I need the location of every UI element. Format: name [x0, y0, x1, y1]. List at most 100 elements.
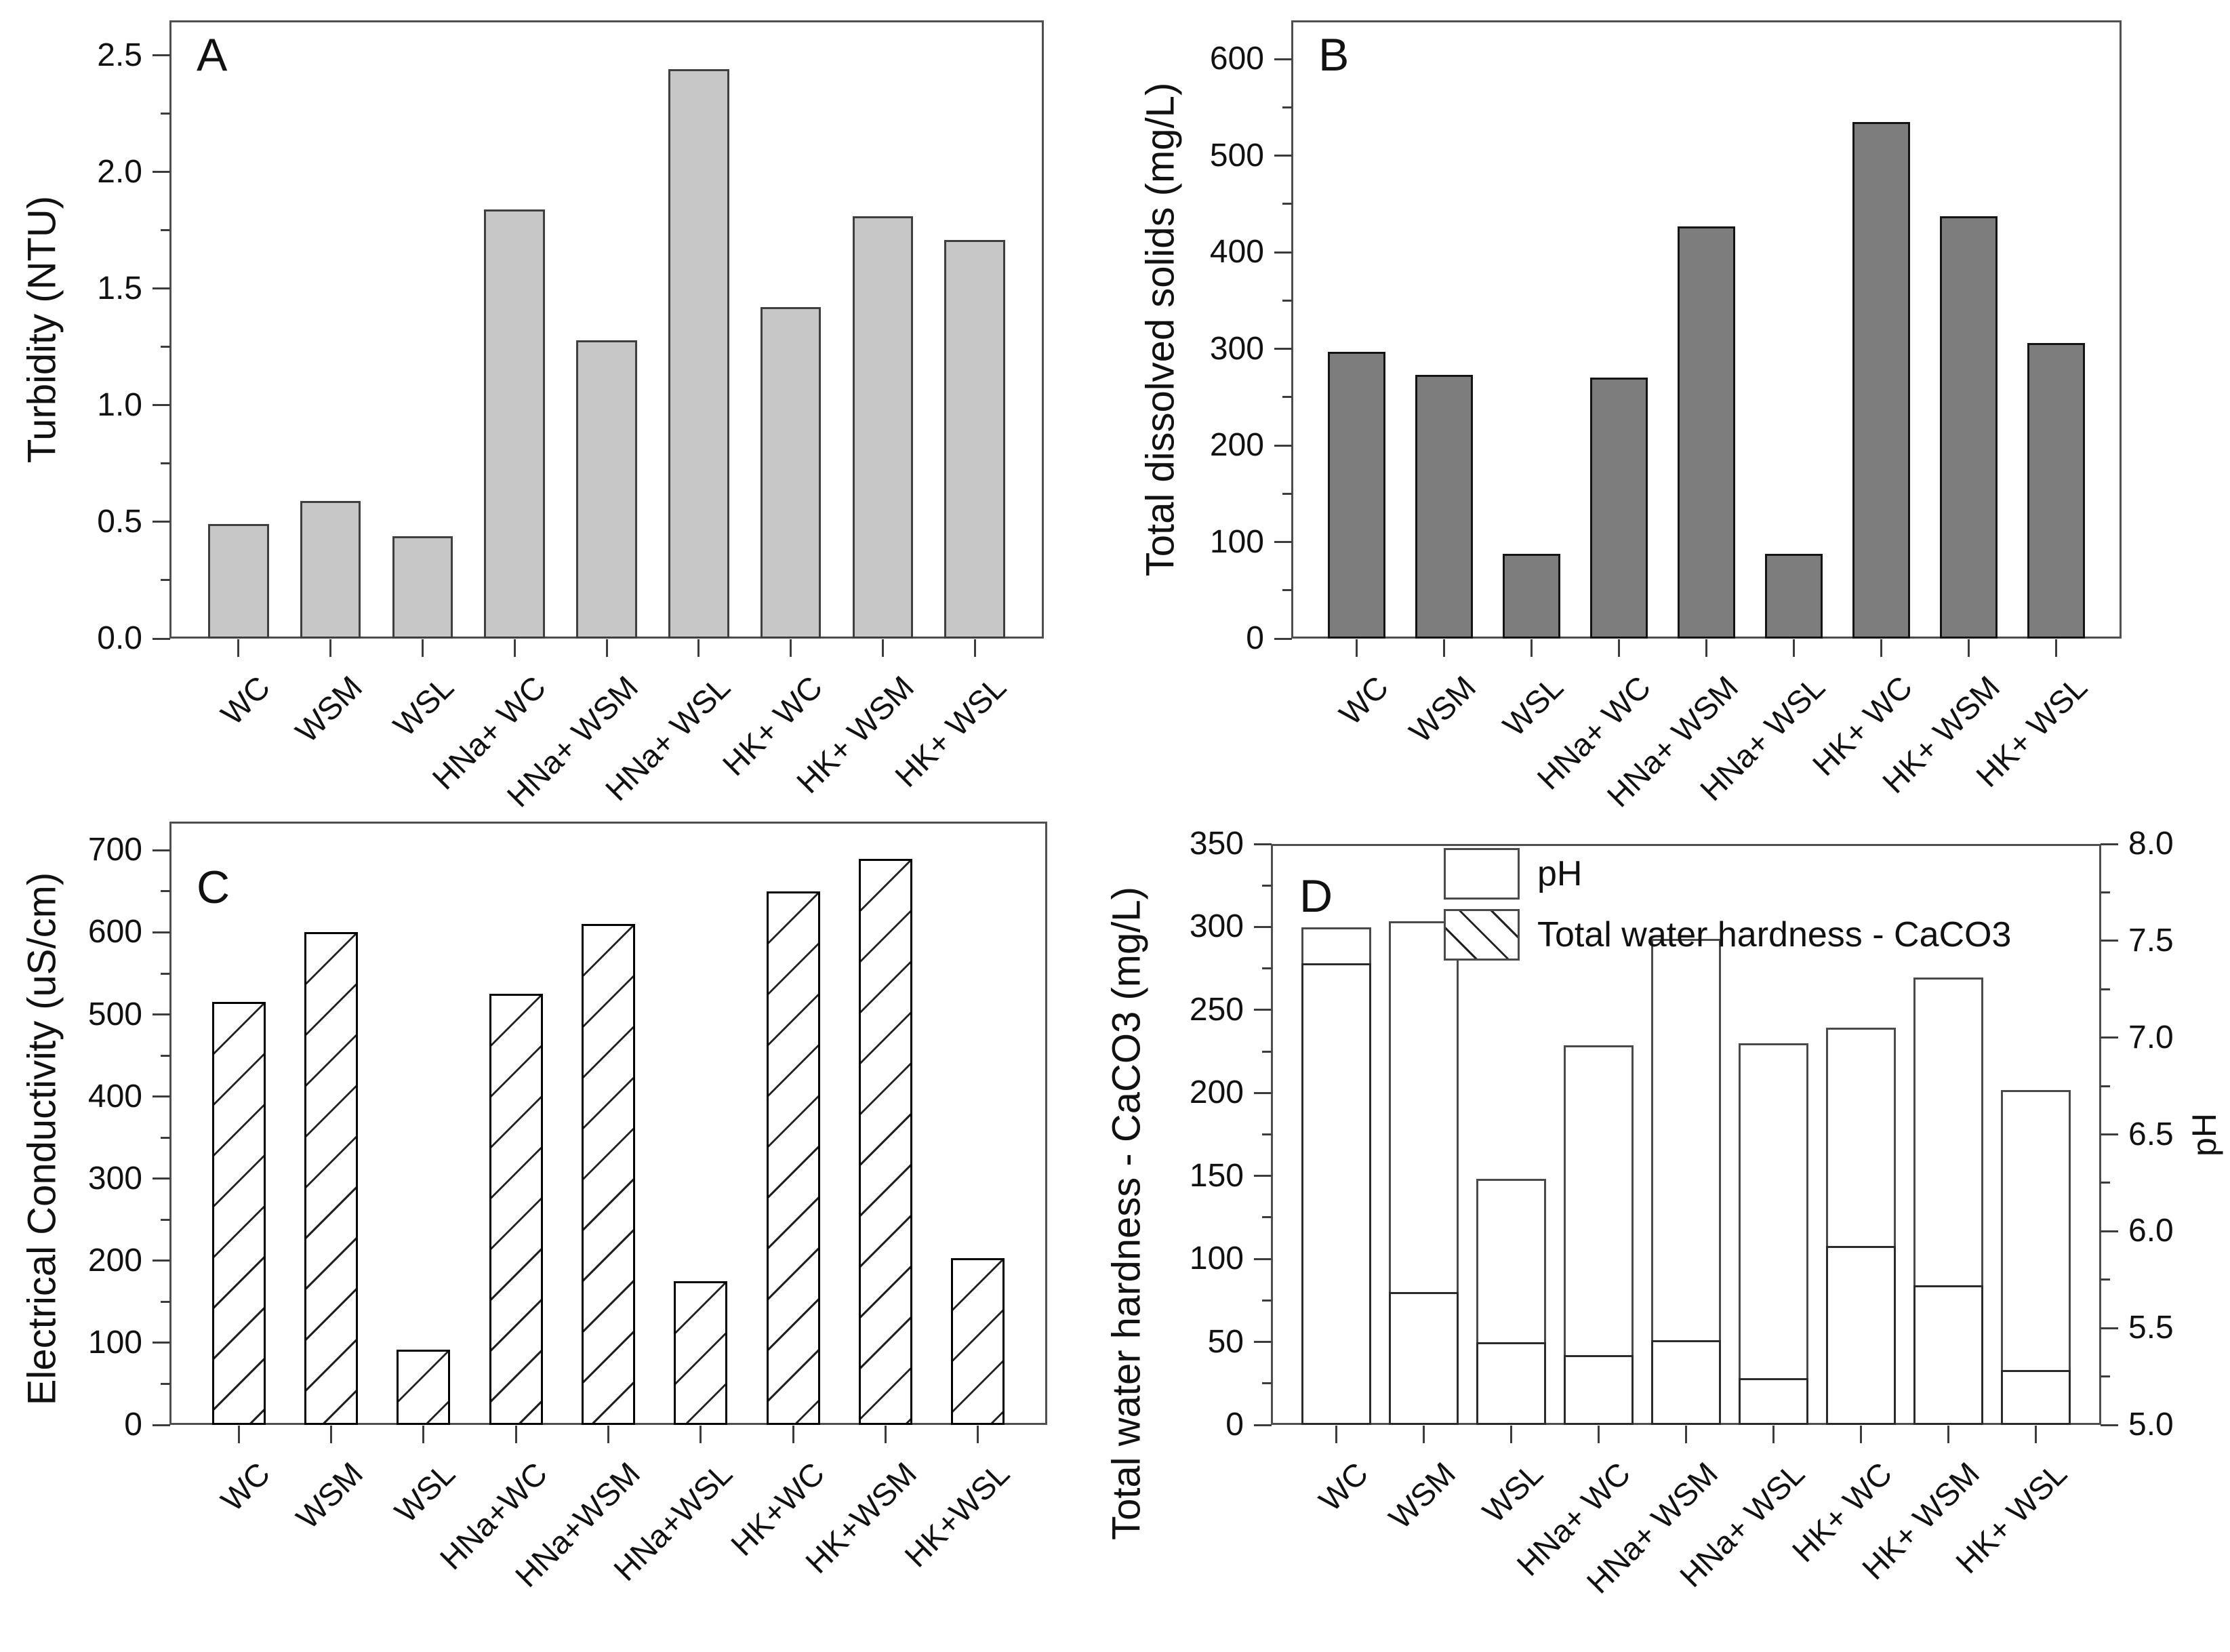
y-major-tick — [153, 931, 170, 933]
y-minor-tick — [1262, 1133, 1272, 1135]
right-y-major-tick — [2101, 1424, 2118, 1426]
y-axis-tick-label: 150 — [1189, 1157, 1244, 1194]
x-tick — [1880, 639, 1882, 657]
bar-C-HNa-WSL — [674, 1281, 728, 1425]
x-axis-tick-label: WSM — [1381, 1455, 1462, 1536]
y-axis-title-D: Total water hardness - CaCO3 (mg/L) — [1104, 887, 1149, 1540]
y-axis-tick-label: 200 — [1189, 1074, 1244, 1111]
y-axis-tick-label: 0 — [1225, 1407, 1244, 1443]
panel-letter-A: A — [197, 29, 228, 81]
y-major-tick — [1274, 637, 1292, 640]
y-axis-tick-label: 600 — [87, 914, 142, 950]
x-tick — [605, 639, 608, 657]
bar-D-s1-HK-WSM — [1913, 1285, 1983, 1425]
legend-entry-hardness: Total water hardness - CaCO3 — [1444, 909, 2011, 961]
legend-entry-ph: pH — [1444, 848, 2011, 900]
y-minor-tick — [161, 579, 170, 582]
y-axis-title-A: Turbidity (NTU) — [20, 195, 64, 464]
bar-D-s1-WC — [1301, 963, 1372, 1425]
bar-B-WSL — [1503, 553, 1561, 639]
right-axis-tick-label: 8.0 — [2128, 826, 2174, 862]
y-axis-title-B: Total dissolved solids (mg/L) — [1138, 82, 1183, 577]
y-axis-tick-label: 400 — [1209, 234, 1264, 270]
legend: pH Total water hardness - CaCO3 — [1444, 848, 2011, 970]
right-axis-tick-label: 5.5 — [2128, 1310, 2174, 1346]
y-minor-tick — [1262, 884, 1272, 887]
x-tick — [1598, 1426, 1600, 1443]
y-major-tick — [1254, 1091, 1272, 1094]
y-minor-tick — [1282, 492, 1292, 495]
y-major-tick — [153, 849, 170, 851]
bar-C-HK-WC — [766, 891, 820, 1425]
bar-C-WSL — [397, 1349, 451, 1425]
plot-area-B — [1274, 20, 2122, 657]
bar-B-WC — [1328, 351, 1386, 639]
y-minor-tick — [161, 1054, 170, 1057]
x-tick — [977, 1426, 979, 1443]
y-major-tick — [153, 1342, 170, 1344]
y-major-tick — [1254, 1257, 1272, 1260]
bar-C-HK-WSL — [951, 1258, 1005, 1425]
bar-D-HK-WSL — [2000, 1089, 2071, 1425]
y-major-tick — [153, 1424, 170, 1426]
bar-A-HNa-WSL — [668, 69, 729, 639]
x-tick — [421, 639, 424, 657]
x-tick — [790, 639, 792, 657]
y-minor-tick — [161, 1218, 170, 1221]
x-tick — [1705, 639, 1707, 657]
right-y-minor-tick — [2101, 988, 2110, 990]
y-major-tick — [153, 521, 170, 523]
right-y-major-tick — [2101, 940, 2118, 942]
bar-A-HK-WC — [760, 307, 822, 639]
y-axis-tick-label: 2.5 — [97, 37, 142, 73]
y-minor-tick — [1262, 1382, 1272, 1385]
y-axis-tick-label: 500 — [1209, 137, 1264, 174]
x-tick — [2034, 1426, 2037, 1443]
y-axis-tick-label: 250 — [1189, 991, 1244, 1028]
bar-D-s1-WSM — [1389, 1292, 1459, 1425]
panel-letter-B: B — [1318, 29, 1350, 81]
y-minor-tick — [161, 1382, 170, 1385]
panel-letter-C: C — [197, 862, 230, 913]
right-y-major-tick — [2101, 1230, 2118, 1232]
right-axis-tick-label: 7.0 — [2128, 1019, 2174, 1055]
x-axis-tick-label: WSM — [288, 668, 369, 750]
y-minor-tick — [1262, 1299, 1272, 1302]
y-major-tick — [153, 1095, 170, 1098]
x-tick — [1772, 1426, 1775, 1443]
right-y-minor-tick — [2101, 891, 2110, 893]
x-tick — [514, 1426, 517, 1443]
right-y-major-tick — [2101, 843, 2118, 845]
legend-swatch-hardness — [1444, 909, 1520, 961]
y-minor-tick — [1282, 203, 1292, 205]
x-tick — [237, 639, 240, 657]
y-minor-tick — [1282, 299, 1292, 302]
x-tick — [1530, 639, 1533, 657]
panel-letter-D: D — [1299, 870, 1333, 922]
x-tick — [973, 639, 976, 657]
bar-D-s1-HK-WC — [1825, 1245, 1896, 1425]
x-axis-tick-label: WC — [1312, 1455, 1375, 1518]
y-major-tick — [153, 1013, 170, 1016]
x-tick — [2054, 639, 2057, 657]
y-axis-tick-label: 0.0 — [97, 620, 142, 656]
y-minor-tick — [161, 346, 170, 348]
right-y-major-tick — [2101, 1133, 2118, 1135]
right-y-minor-tick — [2101, 1085, 2110, 1087]
bar-D-HNa-WSL — [1738, 1043, 1809, 1425]
y-axis-tick-label: 400 — [87, 1078, 142, 1114]
y-minor-tick — [161, 1136, 170, 1139]
y-axis-tick-label: 600 — [1209, 41, 1264, 77]
right-y-minor-tick — [2101, 1375, 2110, 1378]
y-axis-tick-label: 100 — [87, 1324, 142, 1361]
right-axis-tick-label: 7.5 — [2128, 922, 2174, 959]
bar-A-HK-WSL — [944, 239, 1005, 639]
y-major-tick — [1274, 541, 1292, 543]
y-major-tick — [1274, 155, 1292, 157]
y-minor-tick — [161, 462, 170, 465]
x-tick — [700, 1426, 702, 1443]
x-axis-tick-label: WC — [1332, 668, 1395, 732]
x-tick — [1859, 1426, 1862, 1443]
y-minor-tick — [1282, 106, 1292, 108]
